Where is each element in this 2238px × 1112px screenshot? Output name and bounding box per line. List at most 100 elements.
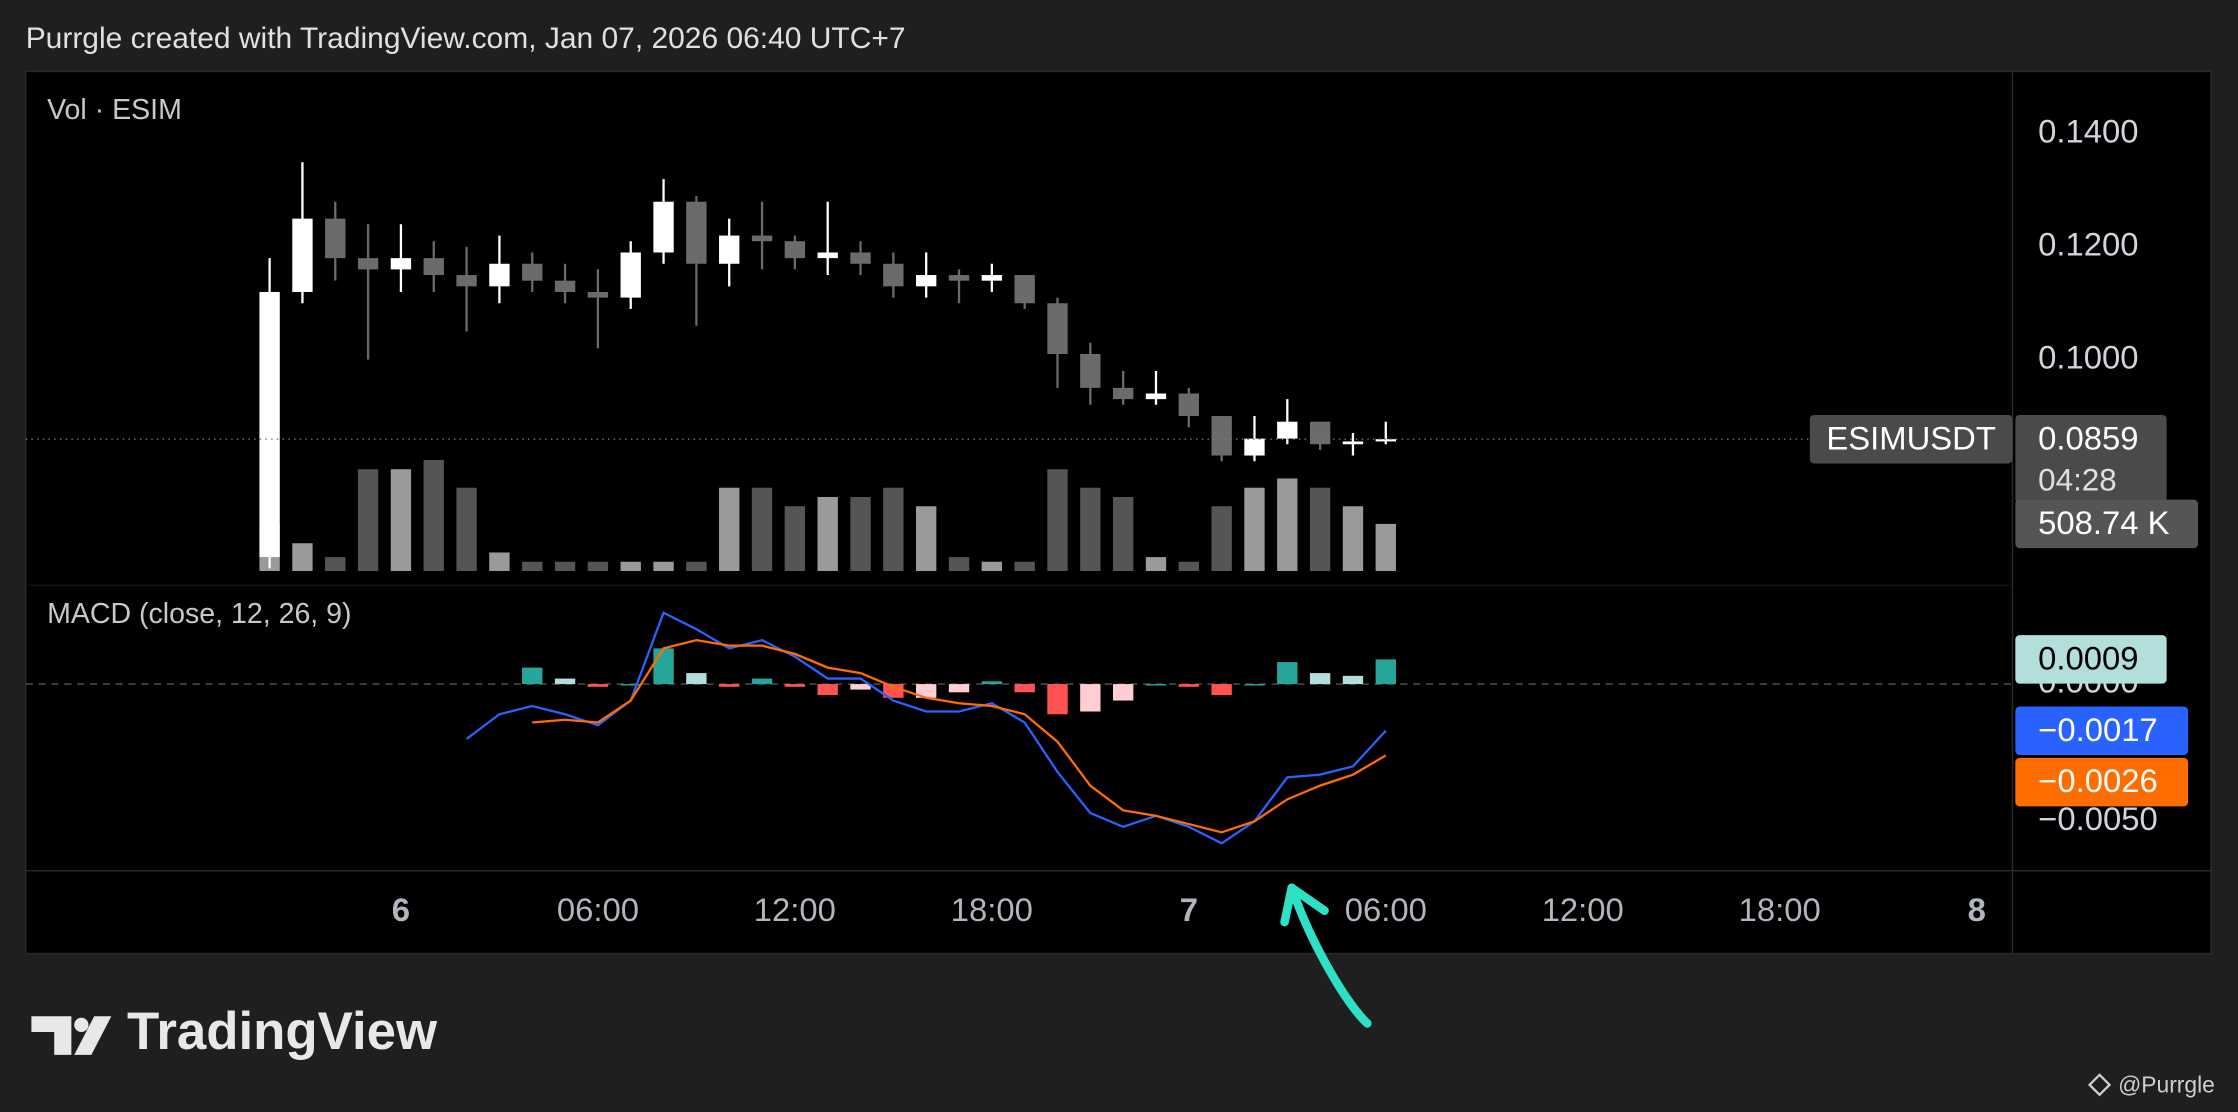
volume-bar	[981, 561, 1003, 571]
signal-value-label: −0.0026	[2038, 762, 2158, 799]
volume-bar	[390, 469, 412, 571]
candle-body	[587, 291, 609, 298]
candle-body	[1047, 303, 1068, 355]
candle-body	[916, 275, 937, 287]
volume-bar	[423, 459, 444, 571]
x-tick-label: 06:00	[1345, 891, 1427, 928]
volume-bar	[522, 561, 543, 571]
candle-body	[292, 218, 313, 292]
histogram-bar	[522, 667, 543, 685]
pane-title: MACD (close, 12, 26, 9)	[47, 598, 351, 630]
histogram-bar	[1080, 684, 1101, 712]
annotation-arrow	[1280, 883, 1372, 1028]
volume-bar	[1211, 506, 1232, 571]
histogram-bar	[1277, 662, 1298, 685]
candle-body	[1375, 439, 1396, 442]
x-tick-label: 7	[1180, 891, 1198, 928]
logo-icon	[74, 1017, 89, 1033]
histogram-value-label: 0.0009	[2038, 639, 2138, 676]
candle-body	[259, 291, 280, 558]
volume-bar	[1112, 496, 1134, 571]
candle-body	[1309, 421, 1331, 445]
candle-body	[1342, 441, 1364, 445]
tradingview-logo: TradingView	[31, 1002, 438, 1061]
candle-body	[423, 258, 444, 276]
candle-body	[981, 275, 1003, 281]
symbol-label: ESIMUSDT	[1826, 419, 1996, 456]
histogram-bar	[1211, 684, 1232, 696]
countdown: 04:28	[2038, 462, 2117, 497]
volume-bar	[817, 496, 838, 571]
candle-body	[850, 252, 871, 264]
volume-bar	[883, 487, 904, 571]
volume-bar	[1342, 506, 1364, 571]
volume-bar	[653, 561, 674, 571]
header-text: Purrgle created with TradingView.com, Ja…	[26, 22, 906, 55]
candle-body	[390, 258, 412, 270]
volume-bar	[719, 487, 740, 571]
volume-bar	[1375, 523, 1396, 571]
x-tick-label: 12:00	[1542, 891, 1624, 928]
y-tick-label: 0.1000	[2038, 338, 2138, 375]
volume-bar	[1014, 561, 1035, 571]
x-tick-label: 06:00	[557, 891, 639, 928]
x-tick-label: 12:00	[754, 891, 836, 928]
volume-bar	[916, 506, 937, 571]
macd-badge	[2015, 706, 2189, 755]
logo-text: TradingView	[127, 1002, 438, 1061]
candle-body	[817, 252, 838, 259]
candle-body	[948, 275, 970, 281]
volume-bar	[587, 561, 609, 571]
volume-bar	[784, 506, 806, 571]
histogram-bar	[751, 678, 773, 685]
histogram-bar	[817, 684, 838, 696]
volume-bar	[1277, 478, 1298, 571]
candle-body	[1178, 393, 1199, 417]
x-tick-label: 18:00	[951, 891, 1033, 928]
macd-value-label: −0.0017	[2038, 711, 2158, 748]
volume-bar	[325, 557, 346, 571]
candle-body	[489, 263, 510, 287]
candle-body	[1277, 421, 1298, 439]
candle-body	[325, 218, 346, 259]
candle-body	[883, 263, 904, 287]
arrow-shaft	[1287, 883, 1372, 1028]
histogram-bar	[1342, 675, 1364, 685]
histogram-bar	[554, 678, 576, 685]
histogram-bar	[1309, 673, 1331, 685]
volume-bar	[751, 487, 773, 571]
y-tick-label: 0.1400	[2038, 113, 2138, 150]
x-tick-label: 6	[392, 891, 410, 928]
arrow-head	[1280, 883, 1329, 927]
pane-title: Vol · ESIM	[47, 94, 182, 126]
candle-body	[1244, 438, 1265, 456]
volume-bar	[357, 469, 379, 571]
volume-bar	[1309, 487, 1331, 571]
volume-bar	[554, 561, 576, 571]
histogram-bar	[719, 684, 740, 687]
volume-bar	[850, 496, 871, 571]
volume-bar	[489, 552, 510, 571]
volume-label: 508.74 K	[2038, 504, 2169, 541]
last-price-label: 0.0859	[2038, 419, 2138, 456]
volume-bar	[1145, 557, 1167, 571]
histogram-bar	[1375, 659, 1396, 685]
histogram-bar	[1112, 684, 1134, 701]
candle-body	[1112, 387, 1134, 400]
candle-body	[784, 241, 806, 259]
histogram-bar	[850, 684, 871, 690]
price-badge	[2015, 414, 2167, 504]
candle-body	[1080, 354, 1101, 388]
candle-body	[653, 201, 674, 253]
author: @Purrgle	[2118, 1071, 2215, 1097]
histogram-bar	[1244, 684, 1265, 686]
signal-line	[532, 638, 1387, 834]
candle-body	[357, 258, 379, 270]
x-tick-label: 18:00	[1739, 891, 1821, 928]
plot: 0.1000 0.1200 0.1400 ESIMUSDT 0.0859 04:28 508…	[25, 113, 2199, 928]
histogram-bar	[1047, 684, 1068, 715]
candle-body	[554, 280, 576, 292]
histogram-bar	[784, 684, 806, 687]
